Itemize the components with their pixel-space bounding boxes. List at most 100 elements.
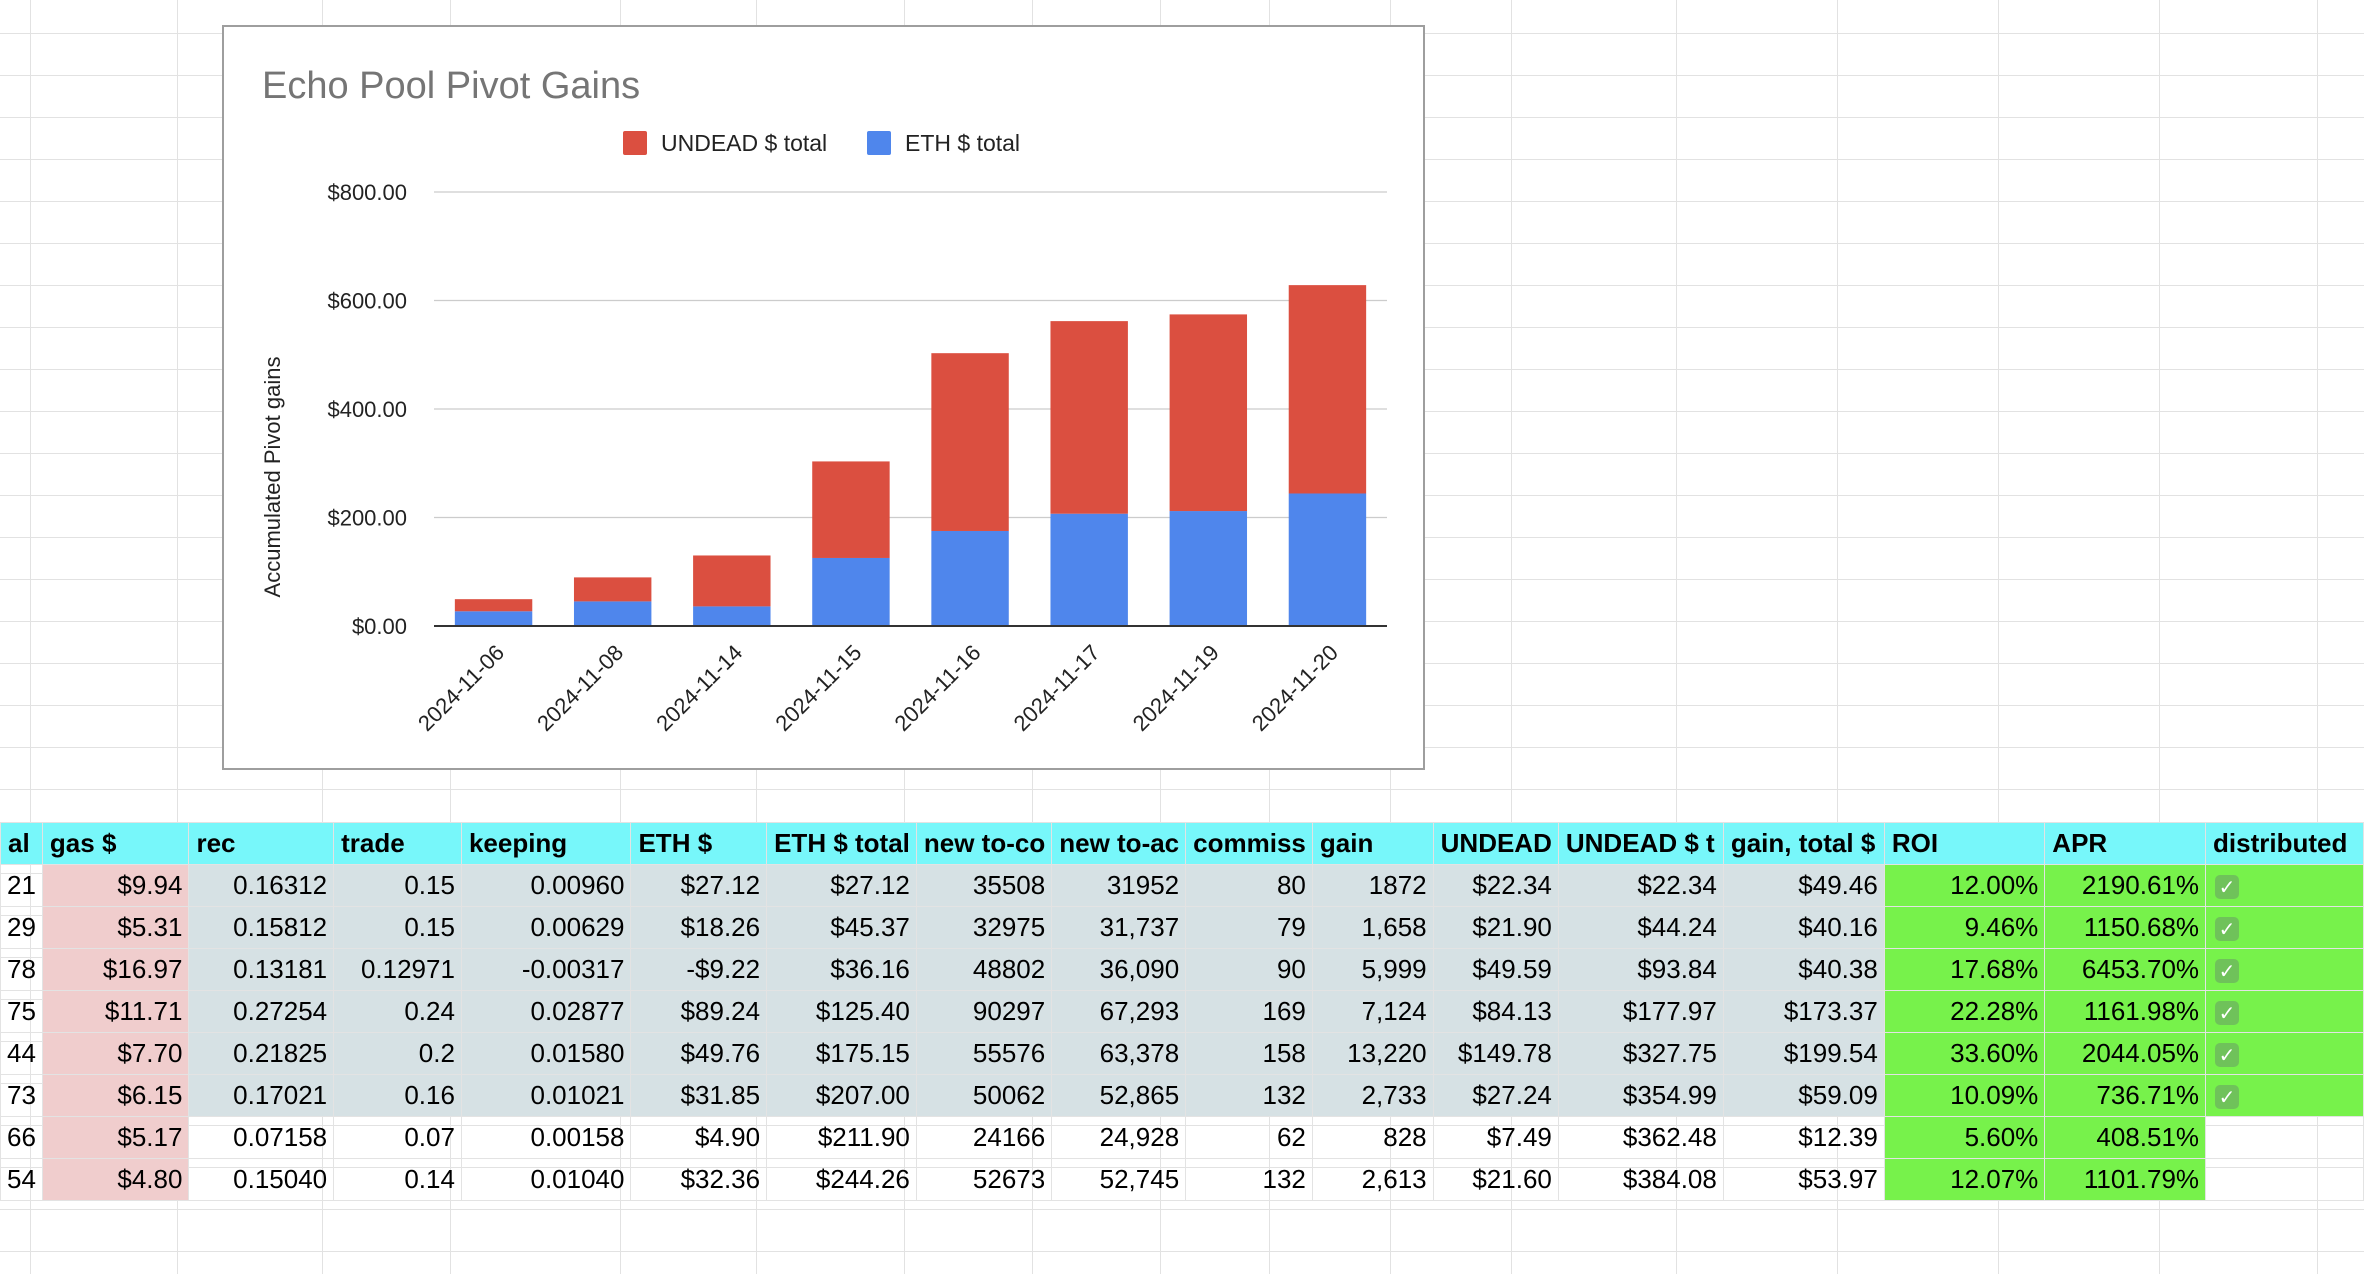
cell-new-to-co[interactable]: 50062 (915, 1074, 1053, 1117)
cell-rec[interactable]: 0.15040 (188, 1158, 335, 1201)
cell-eth-total[interactable]: $36.16 (766, 948, 917, 991)
cell-eth[interactable]: $89.24 (630, 990, 768, 1033)
cell-eth-total[interactable]: $211.90 (766, 1116, 917, 1159)
cell-eth[interactable]: $4.90 (630, 1116, 768, 1159)
column-header[interactable]: gain (1311, 822, 1434, 865)
cell-distributed[interactable]: ✓ (2205, 1074, 2364, 1117)
cell-keeping[interactable]: 0.00158 (460, 1116, 632, 1159)
cell-commiss[interactable]: 80 (1185, 864, 1313, 907)
cell-distributed[interactable]: ✓ (2205, 990, 2364, 1033)
column-header[interactable]: ETH $ total (766, 822, 917, 865)
cell-col0[interactable]: 54 (0, 1158, 43, 1201)
cell-gain-total[interactable]: $199.54 (1722, 1032, 1885, 1075)
column-header[interactable]: keeping (460, 822, 632, 865)
cell-distributed[interactable] (2205, 1158, 2364, 1201)
cell-keeping[interactable]: 0.00629 (460, 906, 632, 949)
cell-undead-total[interactable]: $177.97 (1557, 990, 1724, 1033)
cell-gain-total[interactable]: $173.37 (1722, 990, 1885, 1033)
cell-gas[interactable]: $5.17 (41, 1116, 190, 1159)
cell-gas[interactable]: $16.97 (41, 948, 190, 991)
cell-rec[interactable]: 0.07158 (188, 1116, 335, 1159)
cell-distributed[interactable]: ✓ (2205, 906, 2364, 949)
cell-eth-total[interactable]: $207.00 (766, 1074, 917, 1117)
column-header[interactable]: distributed (2205, 822, 2364, 865)
cell-rec[interactable]: 0.15812 (188, 906, 335, 949)
cell-rec[interactable]: 0.21825 (188, 1032, 335, 1075)
cell-undead-total[interactable]: $384.08 (1557, 1158, 1724, 1201)
cell-col0[interactable]: 78 (0, 948, 43, 991)
cell-gas[interactable]: $5.31 (41, 906, 190, 949)
cell-undead[interactable]: $22.34 (1432, 864, 1559, 907)
cell-apr[interactable]: 408.51% (2044, 1116, 2207, 1159)
cell-distributed[interactable] (2205, 1116, 2364, 1159)
cell-undead[interactable]: $49.59 (1432, 948, 1559, 991)
cell-trade[interactable]: 0.24 (333, 990, 462, 1033)
cell-eth-total[interactable]: $175.15 (766, 1032, 917, 1075)
cell-commiss[interactable]: 90 (1185, 948, 1313, 991)
cell-apr[interactable]: 2190.61% (2044, 864, 2207, 907)
cell-undead-total[interactable]: $44.24 (1557, 906, 1724, 949)
cell-trade[interactable]: 0.2 (333, 1032, 462, 1075)
cell-trade[interactable]: 0.15 (333, 906, 462, 949)
cell-commiss[interactable]: 62 (1185, 1116, 1313, 1159)
cell-roi[interactable]: 12.07% (1883, 1158, 2046, 1201)
column-header[interactable]: gain, total $ (1722, 822, 1885, 865)
cell-rec[interactable]: 0.16312 (188, 864, 335, 907)
cell-trade[interactable]: 0.15 (333, 864, 462, 907)
cell-undead-total[interactable]: $354.99 (1557, 1074, 1724, 1117)
cell-new-to-co[interactable]: 90297 (915, 990, 1053, 1033)
cell-gain-total[interactable]: $40.38 (1722, 948, 1885, 991)
cell-gain[interactable]: 7,124 (1311, 990, 1434, 1033)
cell-col0[interactable]: 44 (0, 1032, 43, 1075)
cell-new-to-co[interactable]: 48802 (915, 948, 1053, 991)
column-header[interactable]: new to-ac (1051, 822, 1187, 865)
column-header[interactable]: gas $ (41, 822, 190, 865)
cell-undead-total[interactable]: $22.34 (1557, 864, 1724, 907)
cell-eth-total[interactable]: $244.26 (766, 1158, 917, 1201)
cell-new-to-ac[interactable]: 52,745 (1051, 1158, 1187, 1201)
cell-distributed[interactable]: ✓ (2205, 864, 2364, 907)
cell-apr[interactable]: 2044.05% (2044, 1032, 2207, 1075)
cell-gain[interactable]: 13,220 (1311, 1032, 1434, 1075)
column-header[interactable]: ETH $ (630, 822, 768, 865)
cell-keeping[interactable]: 0.01580 (460, 1032, 632, 1075)
cell-trade[interactable]: 0.12971 (333, 948, 462, 991)
cell-undead-total[interactable]: $327.75 (1557, 1032, 1724, 1075)
cell-new-to-ac[interactable]: 31952 (1051, 864, 1187, 907)
cell-gain-total[interactable]: $59.09 (1722, 1074, 1885, 1117)
cell-keeping[interactable]: 0.00960 (460, 864, 632, 907)
cell-new-to-ac[interactable]: 31,737 (1051, 906, 1187, 949)
cell-keeping[interactable]: 0.01040 (460, 1158, 632, 1201)
cell-commiss[interactable]: 158 (1185, 1032, 1313, 1075)
cell-new-to-co[interactable]: 24166 (915, 1116, 1053, 1159)
cell-roi[interactable]: 22.28% (1883, 990, 2046, 1033)
column-header[interactable]: APR (2044, 822, 2207, 865)
cell-col0[interactable]: 21 (0, 864, 43, 907)
cell-apr[interactable]: 736.71% (2044, 1074, 2207, 1117)
cell-roi[interactable]: 9.46% (1883, 906, 2046, 949)
cell-eth-total[interactable]: $27.12 (766, 864, 917, 907)
cell-apr[interactable]: 6453.70% (2044, 948, 2207, 991)
cell-gain[interactable]: 5,999 (1311, 948, 1434, 991)
cell-eth-total[interactable]: $125.40 (766, 990, 917, 1033)
cell-undead[interactable]: $149.78 (1432, 1032, 1559, 1075)
cell-undead-total[interactable]: $93.84 (1557, 948, 1724, 991)
cell-gain-total[interactable]: $53.97 (1722, 1158, 1885, 1201)
cell-gain[interactable]: 2,733 (1311, 1074, 1434, 1117)
cell-gain[interactable]: 828 (1311, 1116, 1434, 1159)
column-header[interactable]: al (0, 822, 43, 865)
cell-gas[interactable]: $6.15 (41, 1074, 190, 1117)
cell-new-to-co[interactable]: 35508 (915, 864, 1053, 907)
chart-container[interactable]: Echo Pool Pivot Gains UNDEAD $ total ETH… (222, 25, 1425, 770)
cell-distributed[interactable]: ✓ (2205, 1032, 2364, 1075)
cell-eth[interactable]: $31.85 (630, 1074, 768, 1117)
cell-undead[interactable]: $21.90 (1432, 906, 1559, 949)
cell-eth[interactable]: -$9.22 (630, 948, 768, 991)
cell-undead[interactable]: $84.13 (1432, 990, 1559, 1033)
cell-gain[interactable]: 1,658 (1311, 906, 1434, 949)
cell-commiss[interactable]: 169 (1185, 990, 1313, 1033)
column-header[interactable]: rec (188, 822, 335, 865)
cell-new-to-ac[interactable]: 63,378 (1051, 1032, 1187, 1075)
cell-gain[interactable]: 2,613 (1311, 1158, 1434, 1201)
cell-roi[interactable]: 17.68% (1883, 948, 2046, 991)
